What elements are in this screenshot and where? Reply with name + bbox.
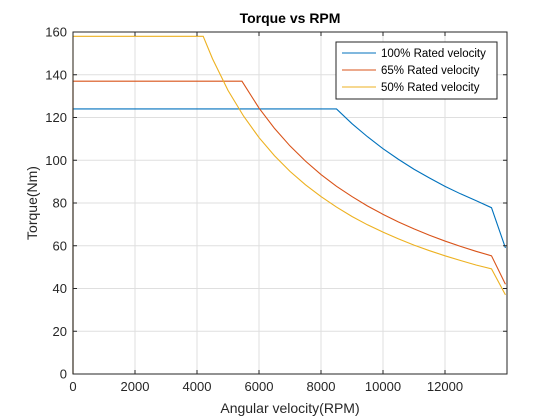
- y-tick-label: 20: [53, 324, 67, 339]
- y-tick-label: 60: [53, 238, 67, 253]
- legend-entry-label: 100% Rated velocity: [381, 48, 486, 60]
- y-tick-label: 0: [60, 367, 67, 382]
- y-tick-label: 120: [45, 110, 67, 125]
- y-axis-label: Torque(Nm): [24, 166, 40, 240]
- legend-entry-label: 50% Rated velocity: [381, 82, 480, 94]
- x-tick-label: 6000: [245, 379, 274, 394]
- series-line-3: [72, 35, 506, 374]
- y-tick-label: 100: [45, 153, 67, 168]
- y-tick-label: 40: [53, 281, 67, 296]
- legend: 100% Rated velocity 65% Rated velocity 50%…: [335, 41, 498, 100]
- ticks: 0 2000 4000 6000 8000 10000 12000 0 20 40 60 80 100 1…: [45, 25, 507, 394]
- x-tick-label: 2000: [121, 379, 150, 394]
- y-tick-label: 160: [45, 25, 67, 40]
- x-tick-label: 10000: [365, 379, 401, 394]
- x-tick-label: 12000: [427, 379, 463, 394]
- x-tick-label: 0: [69, 379, 76, 394]
- y-tick-label: 80: [53, 196, 67, 211]
- series-group: [72, 35, 506, 374]
- legend-entry-label: 65% Rated velocity: [381, 65, 480, 77]
- series-line-1: [72, 108, 506, 374]
- x-tick-label: 8000: [307, 379, 336, 394]
- x-tick-label: 4000: [183, 379, 212, 394]
- x-axis-label: Angular velocity(RPM): [220, 400, 359, 416]
- chart-title: Torque vs RPM: [240, 10, 341, 26]
- y-tick-label: 140: [45, 67, 67, 82]
- series-line-2: [72, 80, 506, 374]
